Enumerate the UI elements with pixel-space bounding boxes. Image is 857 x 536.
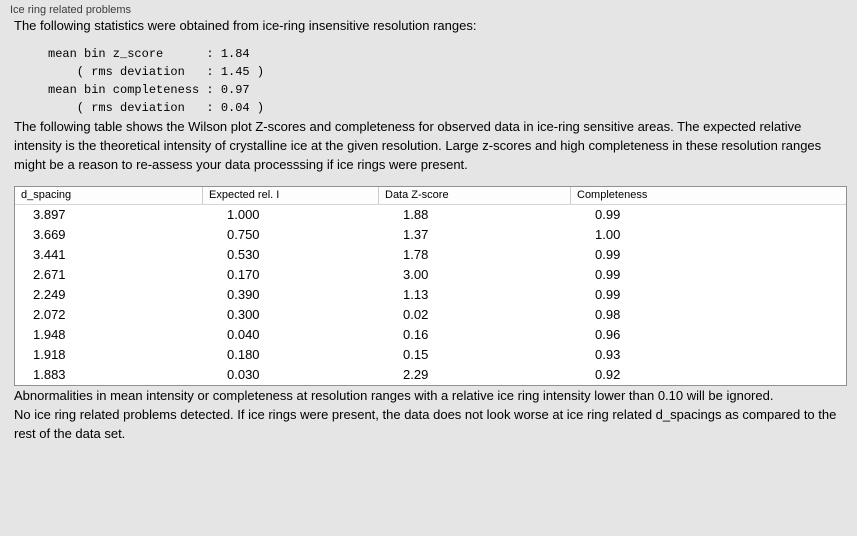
table-row[interactable]: 2.671 0.170 3.00 0.99 — [15, 265, 846, 285]
table-cell: 1.13 — [403, 287, 429, 302]
panel-content: The following statistics were obtained f… — [0, 16, 857, 443]
column-header-d-spacing[interactable]: d_spacing — [15, 187, 203, 204]
ice-ring-panel: Ice ring related problems The following … — [0, 4, 857, 443]
table-cell: 0.040 — [227, 327, 260, 342]
intro-text: The following statistics were obtained f… — [14, 18, 477, 33]
stats-line: ( rms deviation : 0.04 ) — [48, 101, 265, 115]
table-row[interactable]: 1.948 0.040 0.16 0.96 — [15, 325, 846, 345]
table-cell: 1.948 — [33, 327, 66, 342]
conclusion-text: No ice ring related problems detected. I… — [14, 407, 837, 441]
table-cell: 1.78 — [403, 247, 429, 262]
stats-block: mean bin z_score : 1.84 ( rms deviation … — [48, 45, 845, 117]
table-cell: 0.99 — [595, 267, 621, 282]
table-cell: 1.918 — [33, 347, 66, 362]
table-cell: 0.98 — [595, 307, 621, 322]
table-cell: 1.37 — [403, 227, 429, 242]
table-cell: 1.00 — [595, 227, 621, 242]
table-cell: 0.030 — [227, 367, 260, 382]
column-header-completeness[interactable]: Completeness — [577, 189, 648, 201]
table-row[interactable]: 3.669 0.750 1.37 1.00 — [15, 225, 846, 245]
table-cell: 3.00 — [403, 267, 429, 282]
table-cell: 2.29 — [403, 367, 429, 382]
stats-line: mean bin completeness : 0.97 — [48, 83, 250, 97]
table-cell: 0.16 — [403, 327, 429, 342]
panel-title: Ice ring related problems — [10, 4, 132, 16]
table-row[interactable]: 2.072 0.300 0.02 0.98 — [15, 305, 846, 325]
stats-line: ( rms deviation : 1.45 ) — [48, 65, 265, 79]
table-cell: 0.02 — [403, 307, 429, 322]
abnormalities-note: Abnormalities in mean intensity or compl… — [14, 388, 774, 403]
ice-ring-table: d_spacing Expected rel. I Data Z-score Comp… — [14, 186, 847, 386]
table-row[interactable]: 1.883 0.030 2.29 0.92 — [15, 365, 846, 385]
table-description: The following table shows the Wilson plo… — [14, 119, 822, 172]
table-row[interactable]: 2.249 0.390 1.13 0.99 — [15, 285, 846, 305]
table-row[interactable]: 3.441 0.530 1.78 0.99 — [15, 245, 846, 265]
column-header-data-z-score[interactable]: Data Z-score — [379, 187, 571, 204]
table-cell: 1.883 — [33, 367, 66, 382]
table-cell: 0.180 — [227, 347, 260, 362]
table-cell: 0.93 — [595, 347, 621, 362]
table-cell: 3.897 — [33, 207, 66, 222]
table-row[interactable]: 3.897 1.000 1.88 0.99 — [15, 205, 846, 225]
table-cell: 1.000 — [227, 207, 260, 222]
table-cell: 2.249 — [33, 287, 66, 302]
table-cell: 0.99 — [595, 247, 621, 262]
table-cell: 0.530 — [227, 247, 260, 262]
table-cell: 0.99 — [595, 207, 621, 222]
table-cell: 0.170 — [227, 267, 260, 282]
column-header-expected-rel-i[interactable]: Expected rel. I — [203, 187, 379, 204]
table-cell: 2.671 — [33, 267, 66, 282]
table-cell: 3.441 — [33, 247, 66, 262]
table-cell: 0.99 — [595, 287, 621, 302]
table-cell: 3.669 — [33, 227, 66, 242]
table-cell: 0.92 — [595, 367, 621, 382]
table-cell: 1.88 — [403, 207, 429, 222]
table-row[interactable]: 1.918 0.180 0.15 0.93 — [15, 345, 846, 365]
table-header-row: d_spacing Expected rel. I Data Z-score Comp… — [15, 187, 846, 205]
stats-line: mean bin z_score : 1.84 — [48, 47, 250, 61]
table-cell: 0.15 — [403, 347, 429, 362]
table-cell: 0.750 — [227, 227, 260, 242]
table-cell: 0.390 — [227, 287, 260, 302]
table-body: 3.897 1.000 1.88 0.99 3.669 0.750 1.37 1.00 3.44… — [15, 205, 846, 385]
table-cell: 0.300 — [227, 307, 260, 322]
table-cell: 0.96 — [595, 327, 621, 342]
table-cell: 2.072 — [33, 307, 66, 322]
